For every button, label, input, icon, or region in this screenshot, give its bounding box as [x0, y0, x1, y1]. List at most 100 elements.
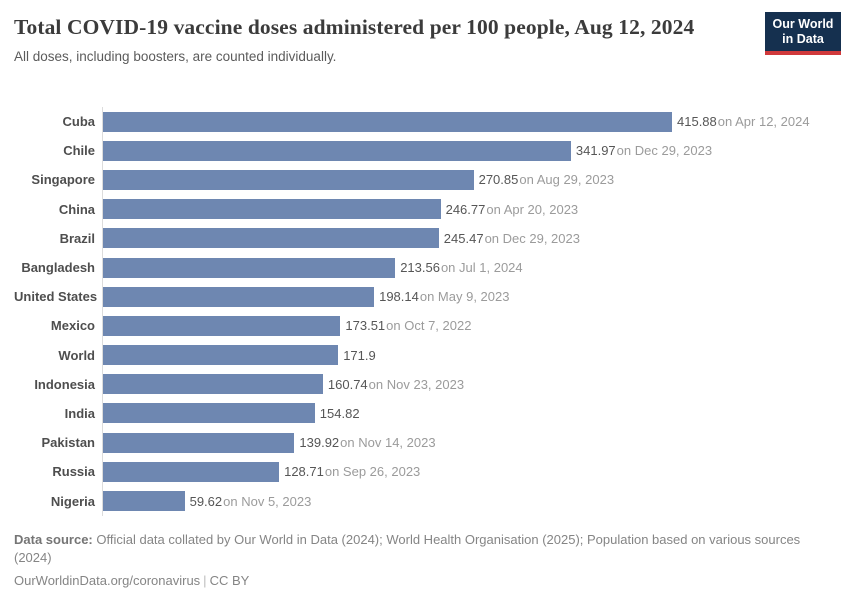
date-label: on Sep 26, 2023 [324, 464, 421, 480]
bar[interactable] [103, 432, 295, 453]
value-text: 213.56on Jul 1, 2024 [400, 260, 522, 275]
value-label: 59.62 [189, 493, 223, 509]
bar[interactable] [103, 257, 396, 278]
bar[interactable] [103, 461, 280, 482]
value-text: 341.97on Dec 29, 2023 [576, 143, 712, 158]
date-label: on Oct 7, 2022 [386, 318, 472, 334]
bar-area: 246.77on Apr 20, 2023 [102, 194, 836, 224]
footer-link-line: OurWorldinData.org/coronavirus | CC BY [14, 572, 809, 590]
value-text: 245.47on Dec 29, 2023 [444, 231, 580, 246]
date-label: on Nov 5, 2023 [223, 493, 312, 509]
chart-footer: Data source: Official data collated by O… [14, 531, 809, 590]
date-label: on Dec 29, 2023 [484, 230, 580, 246]
bar[interactable] [103, 345, 339, 366]
value-label: 245.47 [443, 230, 484, 246]
bar[interactable] [103, 228, 439, 249]
country-label[interactable]: World [58, 347, 95, 363]
bar[interactable] [103, 111, 672, 132]
country-label[interactable]: Brazil [59, 230, 95, 246]
bar-row: Brazil 245.47on Dec 29, 2023 [14, 223, 836, 253]
owid-logo-text: Our World in Data [765, 12, 841, 51]
date-label: on Apr 12, 2024 [717, 114, 810, 130]
bar-row: Mexico 173.51on Oct 7, 2022 [14, 311, 836, 341]
value-label: 154.82 [319, 405, 360, 421]
bar-row: Singapore 270.85on Aug 29, 2023 [14, 165, 836, 195]
bar-area: 198.14on May 9, 2023 [102, 282, 836, 312]
date-label: on Nov 14, 2023 [340, 435, 436, 451]
bar-area: 245.47on Dec 29, 2023 [102, 223, 836, 253]
bar-area: 173.51on Oct 7, 2022 [102, 311, 836, 341]
country-label[interactable]: Nigeria [50, 493, 95, 509]
bar-area: 213.56on Jul 1, 2024 [102, 252, 836, 283]
value-text: 270.85on Aug 29, 2023 [479, 172, 614, 187]
date-label: on Aug 29, 2023 [519, 172, 615, 188]
chart-title: Total COVID-19 vaccine doses administere… [14, 15, 695, 39]
date-label: on Apr 20, 2023 [486, 201, 579, 217]
bar[interactable] [103, 315, 341, 336]
data-source-prefix: Data source: [14, 532, 93, 547]
value-text: 160.74on Nov 23, 2023 [328, 377, 464, 392]
owid-logo-line2: in Data [782, 32, 824, 46]
license-label[interactable]: CC BY [209, 573, 250, 588]
value-label: 213.56 [400, 260, 440, 276]
chart-subtitle: All doses, including boosters, are count… [14, 49, 337, 64]
date-label: on Nov 23, 2023 [368, 376, 465, 392]
value-label: 173.51 [345, 318, 386, 334]
country-label[interactable]: China [58, 201, 95, 217]
owid-logo-line1: Our World [772, 17, 834, 31]
value-text: 246.77on Apr 20, 2023 [446, 202, 579, 217]
bar[interactable] [103, 169, 474, 190]
country-label[interactable]: Russia [52, 464, 95, 480]
value-label: 160.74 [327, 376, 368, 392]
value-label: 139.92 [299, 435, 340, 451]
value-label: 171.9 [343, 347, 376, 363]
bar[interactable] [103, 374, 323, 395]
owid-logo-accent-bar [765, 51, 841, 55]
bar-row: Russia 128.71on Sep 26, 2023 [14, 457, 836, 487]
bar-row: Chile 341.97on Dec 29, 2023 [14, 136, 836, 166]
bar[interactable] [103, 403, 315, 424]
country-label[interactable]: India [64, 405, 95, 421]
source-link[interactable]: OurWorldinData.org/coronavirus [14, 573, 201, 588]
bar[interactable] [103, 286, 375, 307]
value-label: 128.71 [284, 464, 324, 480]
bar-row: Pakistan 139.92on Nov 14, 2023 [14, 428, 836, 458]
date-label: on Jul 1, 2024 [440, 260, 523, 276]
value-label: 415.88 [677, 114, 717, 130]
value-text: 198.14on May 9, 2023 [379, 289, 509, 304]
bar-area: 415.88on Apr 12, 2024 [102, 107, 836, 137]
country-label[interactable]: United States [14, 289, 98, 305]
value-label: 246.77 [445, 201, 486, 217]
country-label[interactable]: Singapore [31, 172, 95, 188]
value-text: 154.82 [320, 406, 361, 421]
value-label: 341.97 [575, 143, 616, 159]
country-label[interactable]: Chile [63, 143, 95, 159]
bar-area: 171.9 [102, 340, 836, 370]
country-label[interactable]: Pakistan [41, 435, 95, 451]
country-label[interactable]: Cuba [62, 114, 96, 130]
bar-area: 59.62on Nov 5, 2023 [102, 486, 836, 516]
bar-area: 128.71on Sep 26, 2023 [102, 457, 836, 487]
value-text: 173.51on Oct 7, 2022 [345, 318, 471, 333]
bar-row: India 154.82 [14, 398, 836, 429]
bar[interactable] [103, 491, 185, 512]
bar-row: United States 198.14on May 9, 2023 [14, 282, 836, 312]
bar-row: Indonesia 160.74on Nov 23, 2023 [14, 369, 836, 399]
value-text: 171.9 [343, 348, 377, 363]
value-text: 415.88on Apr 12, 2024 [677, 114, 810, 129]
country-label[interactable]: Bangladesh [21, 260, 95, 276]
value-text: 128.71on Sep 26, 2023 [284, 464, 420, 479]
bar-area: 154.82 [102, 398, 836, 429]
value-text: 59.62on Nov 5, 2023 [190, 494, 312, 509]
owid-logo[interactable]: Our World in Data [765, 12, 841, 55]
footer-separator: | [203, 573, 207, 588]
bar-row: Bangladesh 213.56on Jul 1, 2024 [14, 252, 836, 283]
country-label[interactable]: Mexico [50, 318, 95, 334]
bar-area: 270.85on Aug 29, 2023 [102, 165, 836, 195]
bar[interactable] [103, 140, 571, 161]
bar-row: China 246.77on Apr 20, 2023 [14, 194, 836, 224]
bar[interactable] [103, 199, 441, 220]
data-source-text: Official data collated by Our World in D… [14, 532, 801, 565]
country-label[interactable]: Indonesia [34, 376, 95, 392]
